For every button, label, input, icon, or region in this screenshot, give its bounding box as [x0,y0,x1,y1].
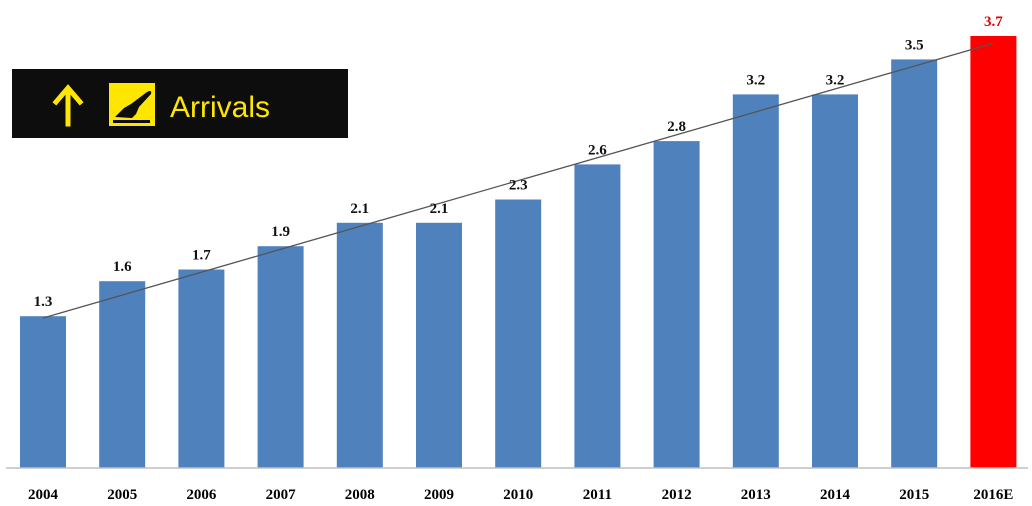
bar-2009 [416,222,462,468]
bar-2007 [257,246,304,468]
value-label-2010: 2.3 [509,178,528,194]
value-label-2012: 2.8 [667,119,686,135]
bar-2015 [891,59,938,469]
bar-2010 [495,199,542,468]
bar-2006 [178,269,225,468]
x-tick-2013: 2013 [741,487,771,503]
value-label-2016e: 3.7 [984,14,1003,30]
x-tick-2004: 2004 [28,487,59,503]
x-tick-2009: 2009 [424,487,454,503]
x-tick-2010: 2010 [503,487,533,503]
bar-2008 [336,222,383,468]
value-labels-group: 1.3 1.6 1.7 1.9 2.1 2.1 2.3 2.6 2.8 3.2 3.2 3.5 3.7 [34,14,1004,310]
trendline-group [42,42,994,319]
x-tick-2007: 2007 [266,487,297,503]
value-label-2005: 1.6 [113,259,132,275]
x-tick-2014: 2014 [820,487,851,503]
bar-2004 [20,316,66,468]
arrivals-sign: Arrivals [12,69,348,138]
value-label-2013: 3.2 [746,72,765,88]
value-label-2008: 2.1 [350,201,369,217]
arrow-up-icon [52,84,84,127]
x-tick-2011: 2011 [583,487,612,503]
value-label-2011: 2.6 [588,142,607,158]
x-tick-2016e: 2016E [973,487,1013,503]
value-label-2007: 1.9 [271,224,290,240]
x-tick-2012: 2012 [662,487,692,503]
bar-2016e [970,36,1017,468]
x-tick-2015: 2015 [899,487,929,503]
bar-2012 [653,141,700,468]
x-tick-2006: 2006 [186,487,217,503]
bar-2014 [812,94,858,469]
value-label-2015: 3.5 [905,37,924,53]
trendline [42,42,994,319]
bar-2005 [99,281,146,468]
x-tick-2008: 2008 [345,487,375,503]
bars-group [20,36,1017,469]
x-tick-labels-group: 2004 2005 2006 2007 2008 2009 2010 2011 2012 2013… [28,487,1013,503]
sign-text: Arrivals [170,91,270,124]
x-tick-2005: 2005 [107,487,137,503]
bar-2013 [732,94,779,469]
value-label-2009: 2.1 [430,201,449,217]
value-label-2006: 1.7 [192,248,211,264]
bar-2011 [574,164,621,468]
value-label-2004: 1.3 [34,294,53,310]
plane-landing-icon [109,83,155,126]
value-label-2014: 3.2 [826,72,845,88]
